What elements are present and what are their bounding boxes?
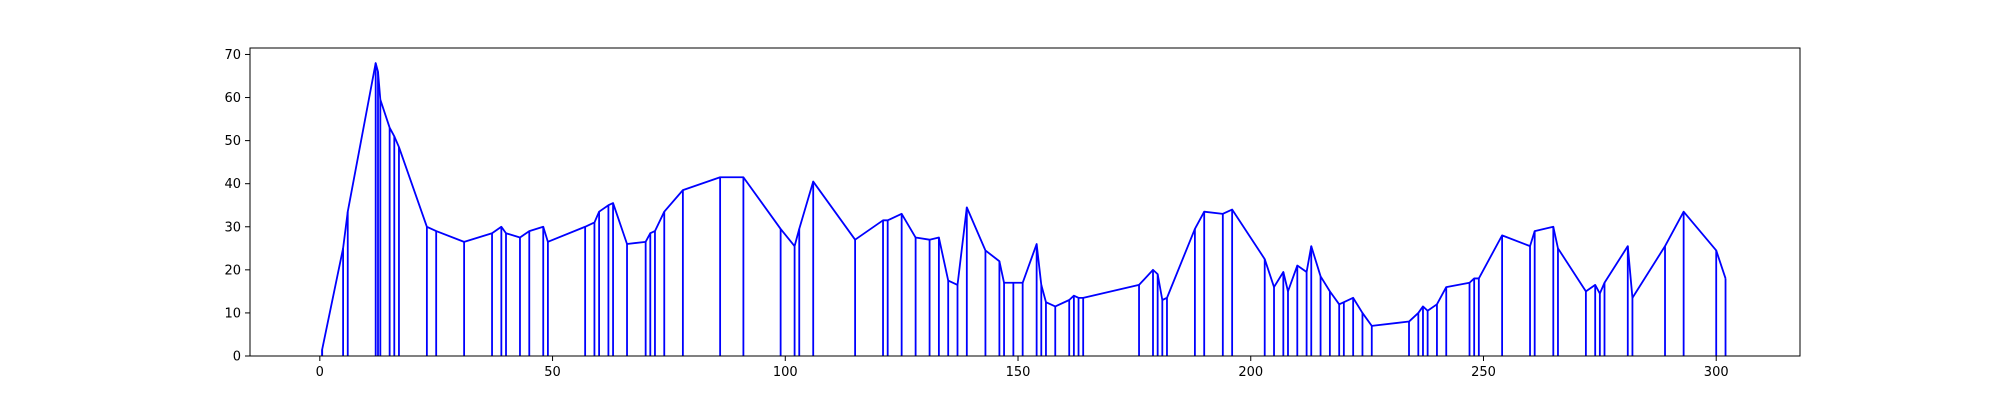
x-tick-label: 300 bbox=[1704, 365, 1729, 380]
series-layer bbox=[321, 62, 1727, 357]
y-tick-label: 20 bbox=[224, 263, 241, 278]
x-axis: 0 50 100 150 200 250 300 bbox=[316, 356, 1729, 380]
x-tick-label: 150 bbox=[1006, 365, 1031, 380]
drop-lines bbox=[321, 63, 1727, 356]
x-tick-label: 250 bbox=[1471, 365, 1496, 380]
y-tick-label: 30 bbox=[224, 220, 241, 235]
axes-frame bbox=[249, 47, 1801, 357]
x-tick-label: 100 bbox=[773, 365, 798, 380]
x-tick-label: 200 bbox=[1238, 365, 1263, 380]
y-tick-label: 40 bbox=[224, 177, 241, 192]
y-tick-label: 10 bbox=[224, 306, 241, 321]
x-tick-label: 50 bbox=[544, 365, 561, 380]
x-tick-label: 0 bbox=[316, 365, 324, 380]
y-axis: 0 10 20 30 40 50 60 70 bbox=[224, 48, 250, 365]
y-tick-label: 70 bbox=[224, 48, 241, 63]
y-tick-label: 60 bbox=[224, 91, 241, 106]
y-tick-label: 50 bbox=[224, 134, 241, 149]
y-tick-label: 0 bbox=[233, 350, 241, 365]
